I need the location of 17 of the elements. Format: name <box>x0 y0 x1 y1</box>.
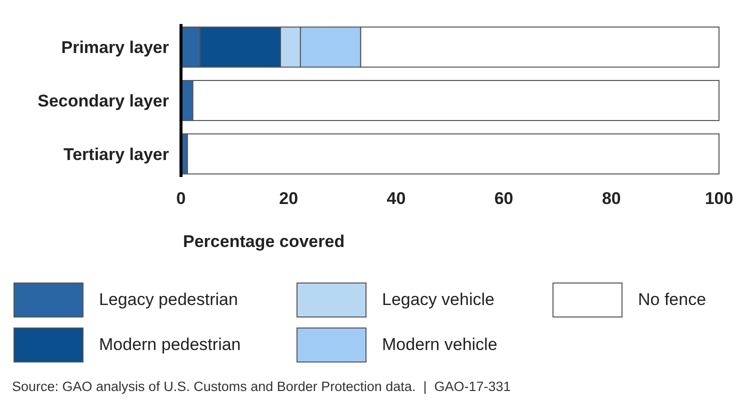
x-tick-label: 40 <box>386 189 406 208</box>
y-tick-label: Primary layer <box>61 38 170 58</box>
x-tick-label: 0 <box>176 189 186 208</box>
y-tick-label: Tertiary layer <box>63 144 170 164</box>
bar <box>186 133 720 174</box>
y-tick-label: Secondary layer <box>38 92 170 110</box>
x-tick-label: 20 <box>279 189 298 208</box>
x-tick-label: 60 <box>494 189 514 208</box>
legend-label: Modern vehicle <box>382 335 498 354</box>
x-tick-label: 100 <box>704 189 734 208</box>
source-note: Source: GAO analysis of U.S. Customs and Border Protection data. | GAO-17-331 <box>12 379 511 394</box>
legend-label: No fence <box>638 290 706 309</box>
legend-label: Modern pedestrian <box>99 335 241 354</box>
x-tick-label: 80 <box>602 189 621 208</box>
legend-label: Legacy vehicle <box>382 290 494 309</box>
legend-label: Legacy pedestrian <box>99 290 238 309</box>
x-axis-title: Percentage covered <box>183 232 345 251</box>
